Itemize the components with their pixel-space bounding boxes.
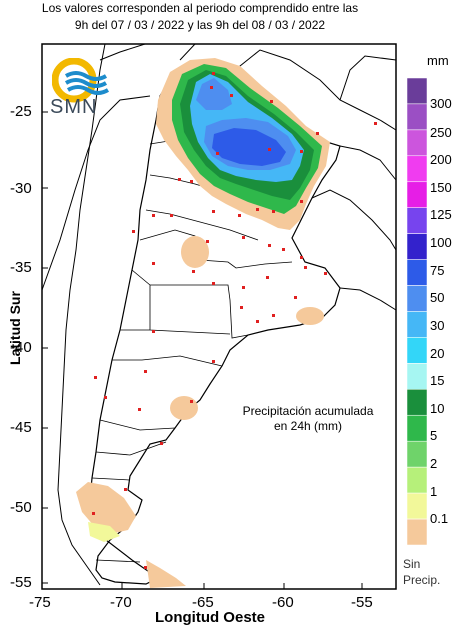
legend-swatch bbox=[406, 285, 428, 312]
legend-swatch bbox=[406, 440, 428, 468]
legend-label: 50 bbox=[430, 290, 445, 305]
precip-patch-chubut bbox=[170, 396, 198, 420]
annotation-line-1: Precipitación acumulada bbox=[242, 404, 374, 418]
header-line-1: Los valores corresponden al periodo comp… bbox=[41, 1, 359, 15]
legend-label: 15 bbox=[430, 373, 445, 388]
legend-label: 10 bbox=[430, 401, 445, 416]
legend-label: 150 bbox=[430, 180, 452, 195]
chile-coast bbox=[57, 43, 106, 586]
legend-label: 5 bbox=[430, 428, 438, 443]
legend-label: 2 bbox=[430, 456, 438, 471]
legend-no-precip-line-1: Sin bbox=[403, 557, 421, 571]
legend-swatch bbox=[406, 181, 428, 208]
legend-swatch bbox=[406, 103, 428, 131]
precip-patch-santa-cruz bbox=[76, 482, 136, 534]
precip-patch-south-yellow bbox=[88, 522, 120, 542]
xtick-label: -75 bbox=[29, 594, 51, 611]
smn-logo-text: SMN bbox=[50, 96, 98, 118]
legend-swatch bbox=[406, 311, 428, 338]
legend-swatch bbox=[406, 518, 428, 546]
ytick-label: -35 bbox=[10, 259, 32, 276]
precip-patch-bsas-coast bbox=[296, 307, 324, 325]
legend-swatch bbox=[406, 389, 428, 416]
legend-unit: mm bbox=[427, 53, 449, 68]
legend-swatch bbox=[406, 155, 428, 182]
ytick-label: -55 bbox=[10, 574, 32, 591]
legend-label: 0.1 bbox=[430, 511, 449, 526]
legend-no-precip-line-2: Precip. bbox=[403, 573, 441, 587]
legend-swatch bbox=[406, 466, 428, 494]
neighbour-borders bbox=[41, 43, 397, 311]
legend-swatch bbox=[406, 77, 428, 105]
legend-label: 1 bbox=[430, 484, 438, 499]
ytick-label: -50 bbox=[10, 499, 32, 516]
precip-blue-north bbox=[196, 78, 232, 110]
legend-label: 250 bbox=[430, 125, 452, 140]
y-axis-label: Latitud Sur bbox=[7, 291, 23, 365]
legend-label: 75 bbox=[430, 263, 445, 278]
legend-swatch bbox=[406, 337, 428, 364]
legend-label: 300 bbox=[430, 96, 452, 111]
xtick-label: -55 bbox=[351, 594, 373, 611]
axis-ticks bbox=[42, 111, 363, 589]
legend-swatch bbox=[406, 363, 428, 390]
precip-dark-blue-core bbox=[212, 128, 286, 166]
legend-swatch bbox=[406, 259, 428, 286]
map-frame-border bbox=[41, 43, 397, 590]
xtick-label: -65 bbox=[192, 594, 214, 611]
legend-swatch bbox=[406, 415, 428, 442]
xtick-label: -60 bbox=[272, 594, 294, 611]
legend-swatch bbox=[406, 129, 428, 157]
legend-label: 30 bbox=[430, 318, 445, 333]
legend-swatch bbox=[406, 233, 428, 260]
ytick-label: -25 bbox=[10, 103, 32, 120]
weather-stations bbox=[92, 72, 377, 569]
x-axis-label: Longitud Oeste bbox=[155, 609, 265, 626]
ytick-label: -30 bbox=[10, 180, 32, 197]
header-line-2: 9h del 07 / 03 / 2022 y las 9h del 08 / … bbox=[74, 18, 326, 32]
legend-label: 125 bbox=[430, 207, 452, 222]
xtick-label: -70 bbox=[110, 594, 132, 611]
legend-label: 200 bbox=[430, 152, 452, 167]
legend-swatch bbox=[406, 207, 428, 234]
smn-logo-icon bbox=[52, 58, 110, 103]
precip-patch-tierra-del-fuego bbox=[146, 560, 186, 588]
precip-patch-mendoza bbox=[181, 236, 209, 268]
legend-label: 100 bbox=[430, 235, 452, 250]
annotation-line-2: en 24h (mm) bbox=[273, 419, 343, 433]
legend-label: 20 bbox=[430, 346, 445, 361]
legend-colorbar bbox=[406, 77, 428, 546]
ytick-label: -40 bbox=[10, 339, 32, 356]
ytick-label: -45 bbox=[10, 419, 32, 436]
legend-swatch bbox=[406, 492, 428, 520]
